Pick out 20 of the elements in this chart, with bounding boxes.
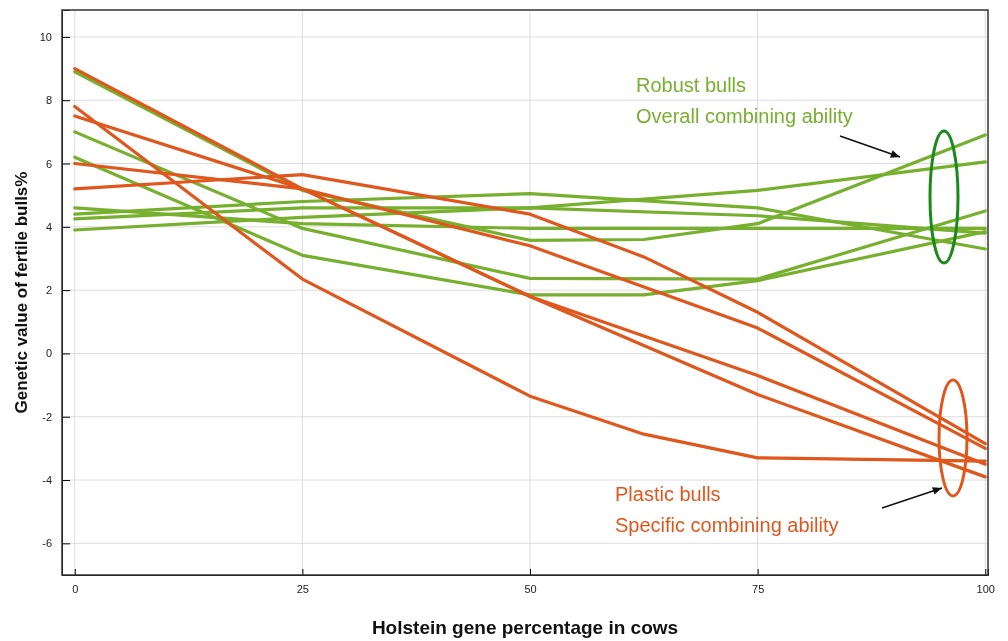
y-tick-label: 2 — [45, 284, 52, 297]
y-tick-label: 10 — [39, 30, 52, 43]
annotation: Robust bulls — [636, 74, 747, 96]
annotation: Overall combining ability — [636, 105, 853, 127]
x-tick-label: 100 — [976, 582, 995, 595]
y-tick-label: 8 — [45, 94, 52, 107]
y-tick-label: 4 — [45, 220, 52, 233]
x-tick-label: 0 — [72, 582, 79, 595]
y-axis-title: Genetic value of fertile bulls% — [12, 171, 31, 414]
y-tick-label: 6 — [45, 157, 52, 170]
y-tick-label: -6 — [42, 537, 52, 550]
y-tick-label: 0 — [45, 347, 52, 360]
y-tick-label: -2 — [42, 410, 52, 423]
annotation: Specific combining ability — [615, 514, 839, 536]
x-axis-title: Holstein gene percentage in cows — [371, 617, 679, 638]
y-tick-label: -4 — [42, 474, 52, 487]
x-tick-label: 75 — [752, 582, 765, 595]
x-tick-label: 25 — [296, 582, 309, 595]
annotation: Plastic bulls — [615, 483, 721, 505]
x-tick-label: 50 — [524, 582, 537, 595]
